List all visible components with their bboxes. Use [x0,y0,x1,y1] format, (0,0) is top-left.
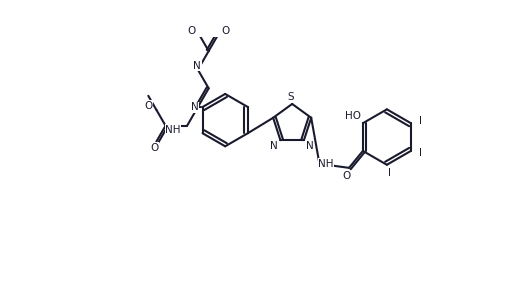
Text: O: O [220,26,229,36]
Text: HO: HO [345,111,361,121]
Text: N: N [270,141,277,151]
Text: N: N [193,61,201,71]
Text: O: O [342,171,350,181]
Text: I: I [418,148,421,158]
Text: N: N [190,102,199,112]
Text: S: S [287,92,293,102]
Text: N: N [305,141,314,151]
Text: I: I [387,168,390,178]
Text: O: O [150,143,158,153]
Text: O: O [187,26,195,36]
Text: NH: NH [318,159,333,169]
Text: O: O [144,101,152,111]
Text: I: I [418,116,421,126]
Text: NH: NH [165,124,181,135]
